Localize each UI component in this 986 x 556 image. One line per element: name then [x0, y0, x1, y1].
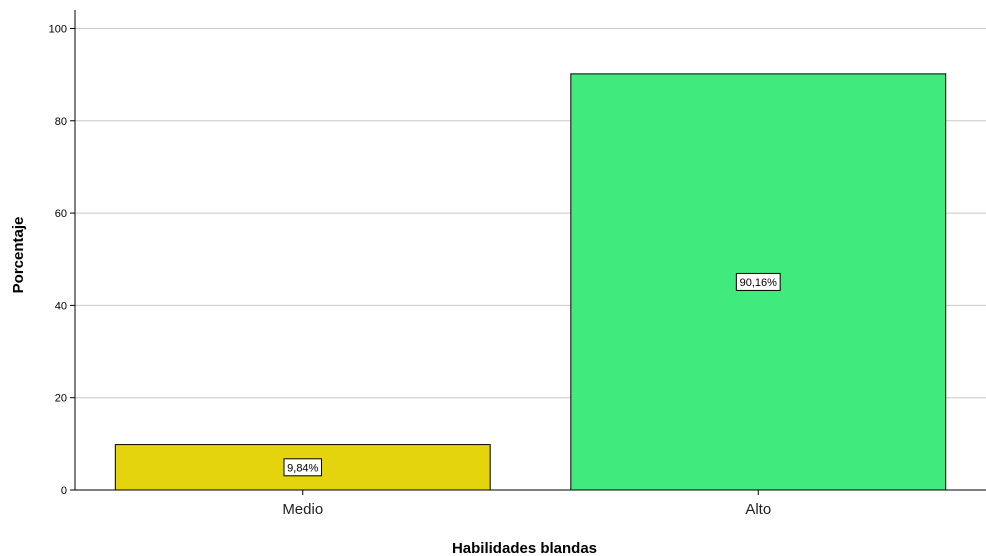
y-tick-label-80: 80 [55, 116, 67, 128]
data-label-box-medio [283, 458, 322, 477]
y-tick-label-100: 100 [49, 23, 67, 35]
y-axis-title: Porcentaje [10, 217, 27, 294]
axes: 0 20 40 60 80 100 Medio Alto [49, 10, 986, 518]
x-tick-label-alto: Alto [745, 501, 771, 518]
bars [114, 73, 947, 491]
data-label-alto: 90,16% [740, 277, 778, 289]
data-label-box-alto [735, 272, 781, 291]
y-tick-label-40: 40 [55, 300, 67, 312]
data-label-medio: 9,84% [287, 462, 318, 474]
y-tick-label-0: 0 [61, 485, 67, 497]
x-tick-label-medio: Medio [282, 501, 323, 518]
y-tick-label-20: 20 [55, 393, 67, 405]
x-axis-title: Habilidades blandas [452, 540, 597, 556]
data-labels: 9,84% 90,16% [283, 272, 781, 477]
y-tick-label-60: 60 [55, 208, 67, 220]
